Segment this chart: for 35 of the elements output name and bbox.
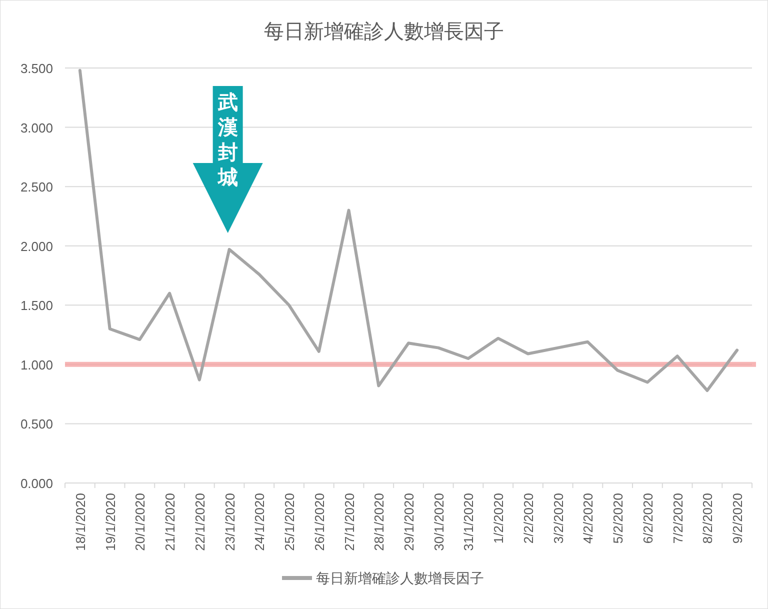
x-tick-label: 8/2/2020 (700, 493, 716, 544)
chart-title: 每日新增確診人數增長因子 (264, 21, 504, 43)
annotation-arrow: 武漢封城 (192, 86, 263, 233)
x-tick-label: 24/1/2020 (252, 493, 268, 551)
x-tick-label: 18/1/2020 (72, 493, 88, 551)
x-tick-label: 9/2/2020 (730, 493, 746, 544)
x-tick-label: 22/1/2020 (192, 493, 208, 551)
x-tick-label: 4/2/2020 (580, 493, 596, 544)
annotation: 武漢封城 (216, 92, 238, 189)
x-tick-label: 30/1/2020 (431, 493, 446, 551)
x-tick-label: 1/2/2020 (491, 493, 506, 544)
x-tick-label: 5/2/2020 (610, 493, 626, 544)
y-tick-label: 1.000 (20, 357, 53, 372)
x-tick-label: 2/2/2020 (520, 493, 536, 544)
x-tick-label: 29/1/2020 (402, 493, 416, 551)
y-tick-label: 3.500 (20, 61, 53, 76)
y-tick-label: 2.000 (20, 238, 53, 254)
x-tick-label: 21/1/2020 (162, 493, 178, 551)
x-tick-label: 25/1/2020 (282, 493, 298, 551)
x-tick-label: 26/1/2020 (312, 493, 327, 551)
x-tick-label: 31/1/2020 (461, 493, 476, 551)
x-tick-label: 7/2/2020 (670, 493, 686, 544)
y-tick-label: 1.500 (20, 298, 53, 314)
legend-label: 每日新增確診人數增長因子 (316, 570, 484, 586)
y-tick-label: 2.500 (20, 180, 53, 195)
x-tick-label: 23/1/2020 (222, 493, 238, 551)
x-tick-label: 6/2/2020 (640, 493, 656, 544)
x-tick-label: 20/1/2020 (132, 493, 148, 551)
y-tick-label: 0.500 (20, 416, 53, 432)
x-tick-label: 3/2/2020 (550, 493, 566, 544)
y-tick-label: 0.000 (20, 476, 53, 491)
x-tick-label: 19/1/2020 (102, 493, 118, 551)
x-tick-label: 27/1/2020 (342, 493, 357, 551)
x-tick-label: 28/1/2020 (372, 493, 387, 551)
y-tick-label: 3.000 (20, 120, 53, 136)
